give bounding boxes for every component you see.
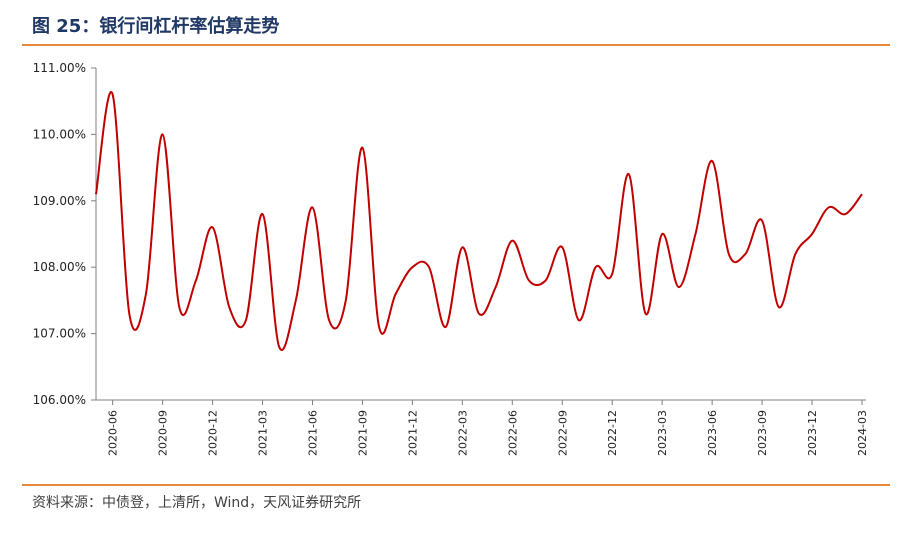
x-tick-label: 2020-06 xyxy=(107,410,120,456)
x-tick-label: 2023-03 xyxy=(656,410,669,456)
x-tick-label: 2021-03 xyxy=(257,410,270,456)
title-divider xyxy=(22,44,890,46)
x-tick-label: 2020-09 xyxy=(157,410,170,456)
x-tick-label: 2023-09 xyxy=(756,410,769,456)
chart-series xyxy=(95,91,863,351)
x-tick-label: 2022-06 xyxy=(506,410,519,456)
x-tick-label: 2023-12 xyxy=(806,410,819,456)
footer-divider xyxy=(22,484,890,486)
x-tick-label: 2021-12 xyxy=(406,410,419,456)
chart-axes xyxy=(95,68,866,401)
x-tick-label: 2022-03 xyxy=(456,410,469,456)
y-tick-label: 107.00% xyxy=(33,327,86,341)
x-tick-label: 2024-03 xyxy=(856,410,869,456)
y-tick-label: 111.00% xyxy=(33,61,86,75)
y-axis-ticks: 106.00% 107.00% 108.00% 109.00% 110.00% 111.0… xyxy=(33,61,96,407)
line-chart: 106.00% 107.00% 108.00% 109.00% 110.00% 111.0… xyxy=(33,61,869,456)
x-tick-label: 2021-09 xyxy=(356,410,369,456)
x-tick-label: 2020-12 xyxy=(207,410,220,456)
x-axis-ticks: 2020-06 2020-09 2020-12 2021-03 2021-06 2021-… xyxy=(107,400,869,456)
x-tick-label: 2023-06 xyxy=(706,410,719,456)
y-tick-label: 109.00% xyxy=(33,194,86,208)
y-tick-label: 106.00% xyxy=(33,393,86,407)
source-note: 资料来源：中债登，上清所，Wind，天风证券研究所 xyxy=(32,495,362,511)
x-tick-label: 2022-12 xyxy=(606,410,619,456)
series-line xyxy=(95,91,863,351)
y-tick-label: 108.00% xyxy=(33,260,86,274)
x-tick-label: 2021-06 xyxy=(306,410,319,456)
page-title: 图 25：银行间杠杆率估算走势 xyxy=(32,16,280,37)
x-tick-label: 2022-09 xyxy=(556,410,569,456)
y-tick-label: 110.00% xyxy=(33,127,86,141)
